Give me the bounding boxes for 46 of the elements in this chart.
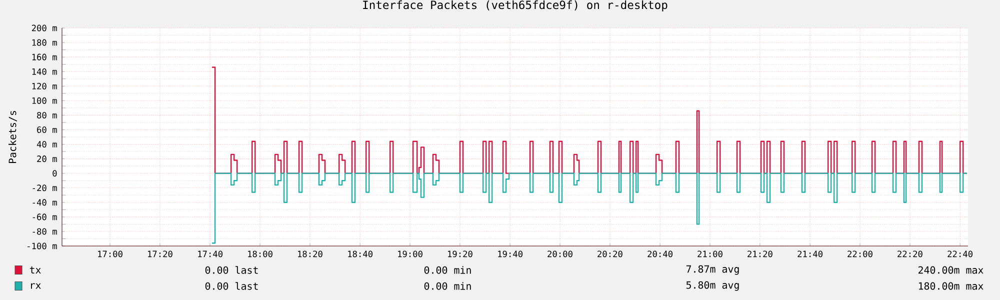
x-tick-label: 20:00 [548, 250, 572, 258]
y-tick-label: 40 m [36, 141, 57, 148]
y-tick-label: 140 m [32, 68, 57, 75]
x-tick-label: 19:00 [398, 250, 422, 258]
x-tick-label: 17:00 [98, 250, 122, 258]
y-tick-label: -20 m [32, 184, 57, 192]
x-tick-label: 22:40 [948, 250, 972, 258]
text: 7.87m avg [686, 265, 739, 275]
text: 180.00m max [918, 282, 984, 290]
legend-label: tx [30, 266, 41, 274]
y-tick-label: -60 m [32, 214, 57, 220]
y-tick-label: 160 m [32, 54, 57, 60]
x-tick-label: 21:20 [748, 250, 772, 258]
y-tick-label: 120 m [32, 82, 57, 90]
text: 0.00 min [424, 266, 471, 274]
x-tick-label: 21:00 [698, 250, 722, 258]
y-axis-title: Packets/s [8, 111, 17, 164]
text: 0.00 last [205, 282, 258, 290]
x-tick-label: 17:40 [198, 250, 222, 258]
y-tick-label: 180 m [32, 39, 57, 46]
y-tick-label: 60 m [37, 126, 57, 133]
x-tick-label: 19:40 [498, 250, 522, 258]
x-tick-label: 22:20 [898, 250, 922, 258]
text: 0.00 last [205, 266, 258, 274]
x-tick-label: 21:40 [798, 250, 822, 258]
x-tick-label: 18:00 [248, 250, 272, 258]
y-tick-label: 200 m [32, 24, 57, 32]
x-tick-label: 22:00 [848, 250, 872, 258]
text: 5.80m avg [686, 281, 739, 291]
y-tick-label: 80 m [37, 112, 57, 118]
y-tick-label: 100 m [32, 97, 57, 104]
text: 240.00m max [918, 266, 984, 274]
text: 0.00 min [424, 282, 471, 290]
y-tick-label: -40 m [32, 199, 57, 206]
y-tick-label: -100 m [28, 242, 57, 250]
x-tick-label: 17:20 [148, 250, 172, 258]
x-tick-label: 19:20 [448, 250, 472, 258]
x-tick-label: 20:20 [598, 250, 622, 258]
legend-label: rx [31, 283, 41, 289]
y-tick-label: 20 m [37, 156, 57, 162]
chart-title: Interface Packets (veth65fdce9f) on r-desktop [363, 0, 668, 12]
y-tick-label: 0 [52, 170, 57, 177]
x-tick-label: 20:40 [648, 250, 672, 258]
y-tick-label: -80 m [32, 228, 57, 235]
x-tick-label: 18:40 [348, 250, 372, 258]
x-tick-label: 18:20 [298, 250, 322, 258]
